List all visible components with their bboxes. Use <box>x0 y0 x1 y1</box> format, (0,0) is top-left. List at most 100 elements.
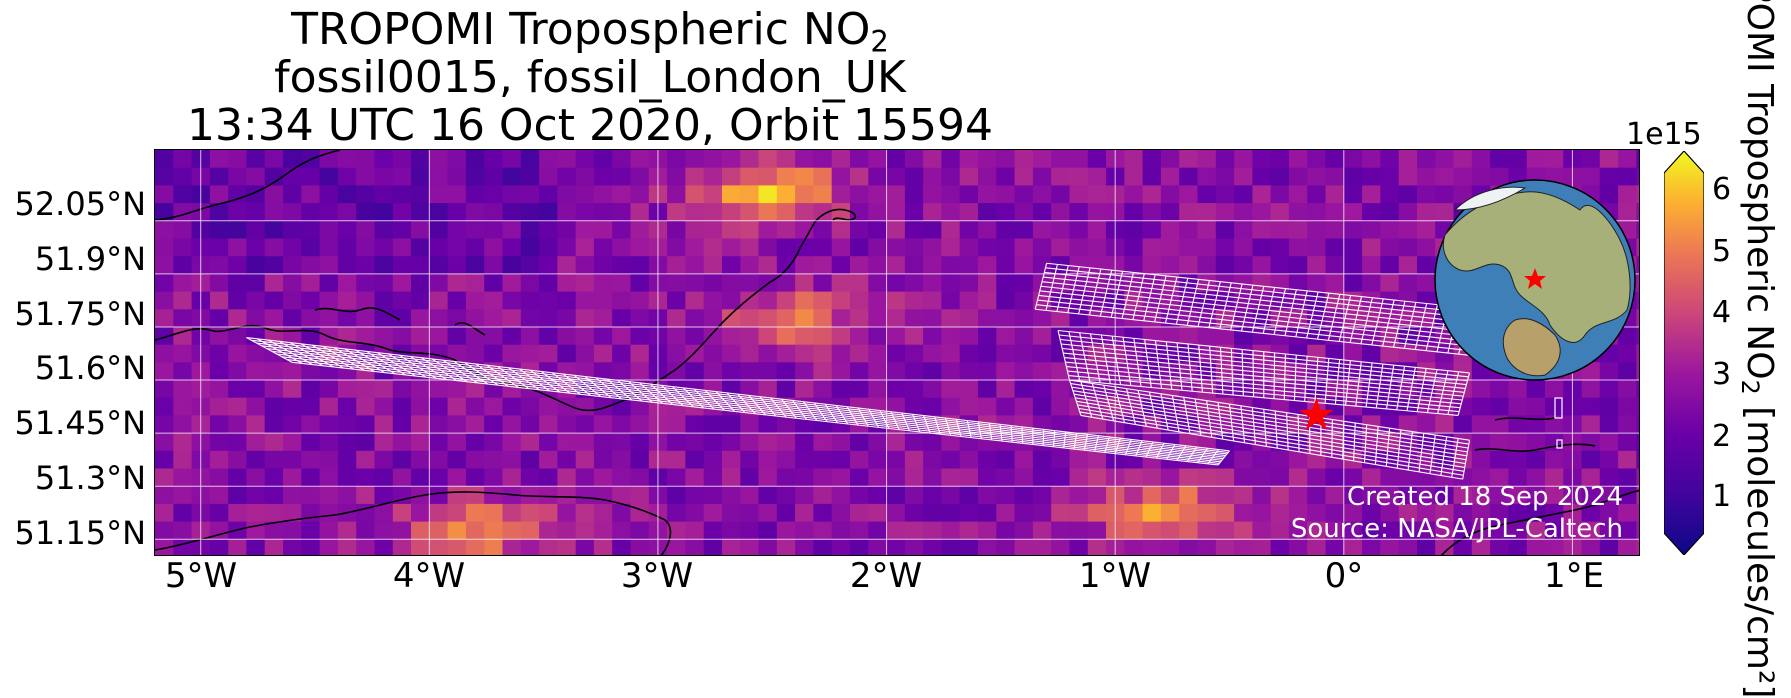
heatmap-cell <box>338 451 357 469</box>
heatmap-cell <box>283 362 302 380</box>
heatmap-cell <box>832 486 851 504</box>
heatmap-cell <box>466 345 485 363</box>
heatmap-cell <box>777 522 796 540</box>
heatmap-cell <box>1636 345 1640 363</box>
heatmap-cell <box>283 185 302 203</box>
heatmap-cell <box>1088 185 1107 203</box>
heatmap-cell <box>1161 185 1180 203</box>
heatmap-cell <box>155 221 174 239</box>
heatmap-cell <box>228 486 247 504</box>
heatmap-cell <box>631 221 650 239</box>
heatmap-cell <box>631 203 650 221</box>
heatmap-cell <box>978 398 997 416</box>
heatmap-cell <box>1326 150 1345 168</box>
heatmap-cell <box>1198 504 1217 522</box>
heatmap-cell <box>338 150 357 168</box>
heatmap-cell <box>759 469 778 487</box>
heatmap-cell <box>173 469 192 487</box>
heatmap-cell <box>1326 486 1345 504</box>
heatmap-cell <box>759 539 778 556</box>
heatmap-cell <box>905 327 924 345</box>
heatmap-cell <box>704 168 723 186</box>
heatmap-cell <box>887 185 906 203</box>
heatmap-cell <box>1015 380 1034 398</box>
heatmap-cell <box>685 486 704 504</box>
heatmap-cell <box>740 362 759 380</box>
heatmap-cell <box>1033 256 1052 274</box>
heatmap-cell <box>301 451 320 469</box>
heatmap-cell <box>1636 274 1640 292</box>
heatmap-cell <box>1417 150 1436 168</box>
heatmap-cell <box>1234 539 1253 556</box>
heatmap-cell <box>521 150 540 168</box>
heatmap-cell <box>1582 398 1601 416</box>
heatmap-cell <box>1070 168 1089 186</box>
heatmap-cell <box>576 221 595 239</box>
heatmap-cell <box>1033 398 1052 416</box>
heatmap-cell <box>850 522 869 540</box>
heatmap-cell <box>594 150 613 168</box>
heatmap-cell <box>685 309 704 327</box>
heatmap-cell <box>740 274 759 292</box>
heatmap-cell <box>1051 203 1070 221</box>
heatmap-cell <box>996 239 1015 257</box>
heatmap-cell <box>1380 221 1399 239</box>
heatmap-cell <box>1198 203 1217 221</box>
heatmap-cell <box>1600 380 1619 398</box>
heatmap-cell <box>813 150 832 168</box>
heatmap-cell <box>173 292 192 310</box>
heatmap-cell <box>246 539 265 556</box>
heatmap-cell <box>777 309 796 327</box>
heatmap-cell <box>722 415 741 433</box>
heatmap-cell <box>1636 256 1640 274</box>
heatmap-cell <box>1051 185 1070 203</box>
heatmap-cell <box>777 256 796 274</box>
heatmap-cell <box>777 504 796 522</box>
heatmap-cell <box>1636 168 1640 186</box>
heatmap-cell <box>813 469 832 487</box>
heatmap-cell <box>521 274 540 292</box>
heatmap-cell <box>941 256 960 274</box>
heatmap-cell <box>301 256 320 274</box>
heatmap-cell <box>1070 185 1089 203</box>
heatmap-cell <box>631 239 650 257</box>
title-main: TROPOMI Tropospheric NO <box>291 4 870 55</box>
heatmap-cell <box>1234 203 1253 221</box>
heatmap-cell <box>1234 327 1253 345</box>
heatmap-cell <box>448 309 467 327</box>
heatmap-cell <box>1636 469 1640 487</box>
heatmap-cell <box>996 380 1015 398</box>
heatmap-cell <box>813 362 832 380</box>
heatmap-cell <box>1618 415 1637 433</box>
heatmap-cell <box>1143 539 1162 556</box>
heatmap-cell <box>484 522 503 540</box>
heatmap-cell <box>740 309 759 327</box>
heatmap-cell <box>1033 203 1052 221</box>
heatmap-cell <box>393 380 412 398</box>
heatmap-cell <box>594 239 613 257</box>
heatmap-cell <box>1234 185 1253 203</box>
heatmap-cell <box>868 150 887 168</box>
heatmap-cell <box>484 433 503 451</box>
heatmap-cell <box>557 522 576 540</box>
heatmap-cell <box>521 203 540 221</box>
heatmap-cell <box>740 239 759 257</box>
heatmap-cell <box>1143 256 1162 274</box>
heatmap-cell <box>466 221 485 239</box>
heatmap-cell <box>850 433 869 451</box>
heatmap-cell <box>1033 345 1052 363</box>
heatmap-cell <box>759 345 778 363</box>
heatmap-cell <box>539 185 558 203</box>
credit-created: Created 18 Sep 2024 <box>1347 482 1623 512</box>
heatmap-cell <box>320 504 339 522</box>
heatmap-cell <box>228 309 247 327</box>
heatmap-cell <box>1088 504 1107 522</box>
heatmap-cell <box>466 292 485 310</box>
heatmap-cell <box>1417 415 1436 433</box>
heatmap-cell <box>1179 221 1198 239</box>
heatmap-cell <box>1600 168 1619 186</box>
heatmap-cell <box>338 469 357 487</box>
heatmap-cell <box>1088 256 1107 274</box>
heatmap-cell <box>759 203 778 221</box>
heatmap-cell <box>1271 256 1290 274</box>
